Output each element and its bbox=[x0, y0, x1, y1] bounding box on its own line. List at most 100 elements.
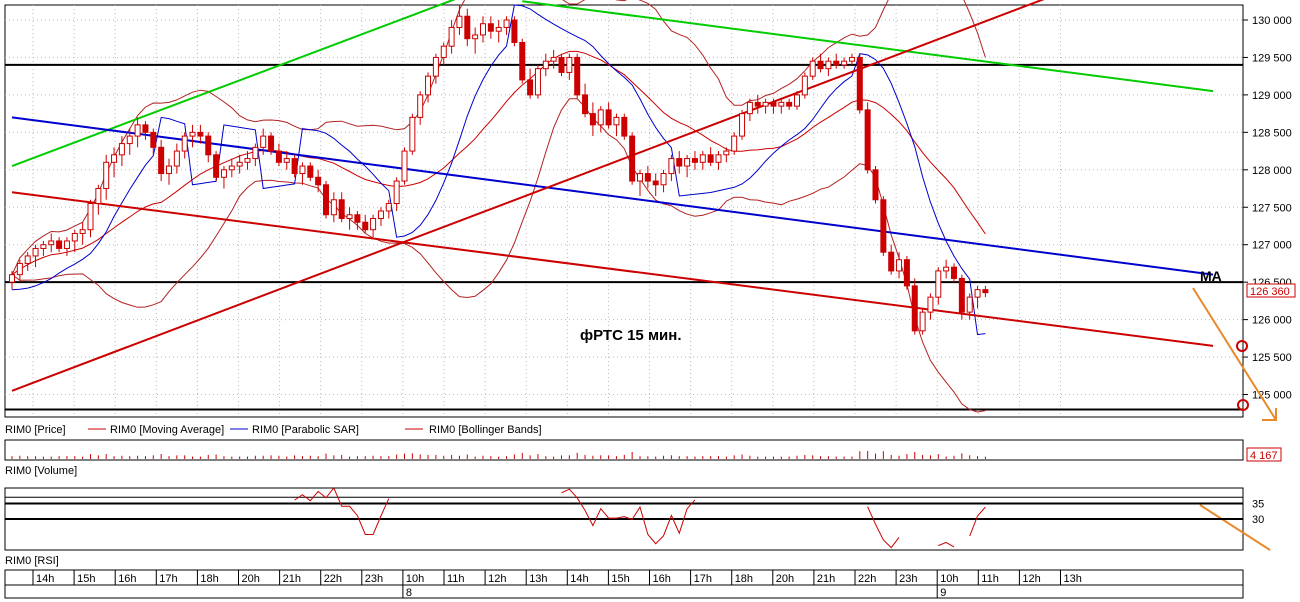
candle-body bbox=[448, 26, 455, 47]
time-tick-label: 22h bbox=[324, 573, 342, 585]
time-tick-label: 15h bbox=[611, 573, 629, 585]
candle-body bbox=[707, 154, 714, 163]
candle-body bbox=[166, 165, 172, 175]
time-tick-label: 16h bbox=[653, 573, 671, 585]
candle-body bbox=[150, 131, 157, 148]
time-tick-label: 18h bbox=[200, 573, 218, 585]
time-axis-frame bbox=[4, 569, 1244, 599]
candle-body bbox=[71, 232, 78, 242]
candle-body bbox=[927, 296, 934, 313]
moving-average-line bbox=[11, 50, 986, 276]
candle-body bbox=[111, 154, 118, 163]
candle-body bbox=[425, 75, 432, 96]
candle-body bbox=[370, 217, 377, 231]
candle-body bbox=[220, 169, 227, 178]
trendline-channel-middle bbox=[11, 116, 1214, 276]
candle-body bbox=[16, 262, 23, 276]
price-tick-label: 127 000 bbox=[1252, 240, 1292, 252]
candle-body bbox=[974, 289, 981, 298]
candle-body bbox=[315, 176, 322, 186]
trendline-support-rising bbox=[11, 0, 1045, 392]
candle-body bbox=[943, 266, 950, 272]
rsi-tick-label: 35 bbox=[1252, 499, 1264, 511]
candle-body bbox=[833, 60, 840, 66]
candle-body bbox=[126, 135, 133, 145]
candle-body bbox=[338, 199, 345, 219]
candle-body bbox=[103, 161, 110, 190]
candle-body bbox=[291, 158, 298, 175]
candle-body bbox=[723, 150, 730, 156]
time-tick-label: 22h bbox=[858, 573, 876, 585]
candle-body bbox=[158, 146, 165, 175]
forecast-arrow-rsi[interactable] bbox=[1199, 504, 1271, 551]
candle-body bbox=[268, 135, 275, 152]
candle-body bbox=[511, 19, 518, 43]
candle-body bbox=[613, 116, 620, 126]
candle-body bbox=[801, 75, 808, 96]
candle-body bbox=[558, 56, 565, 73]
last-price-label: 126 360 bbox=[1250, 286, 1290, 298]
candle-body bbox=[982, 289, 989, 294]
candle-body bbox=[205, 135, 212, 156]
time-tick-label: 17h bbox=[694, 573, 712, 585]
last-price-box bbox=[1246, 283, 1296, 298]
candle-body bbox=[676, 158, 683, 167]
candle-body bbox=[95, 188, 102, 205]
target-circle-1[interactable] bbox=[1236, 340, 1248, 352]
target-circle-2[interactable] bbox=[1237, 399, 1249, 411]
volume-panel-frame bbox=[4, 439, 1244, 461]
time-tick-label: 13h bbox=[529, 573, 547, 585]
candle-body bbox=[809, 60, 816, 77]
candle-body bbox=[503, 19, 510, 28]
time-tick-label: 17h bbox=[159, 573, 177, 585]
day-label: 9 bbox=[940, 587, 946, 599]
candle-body bbox=[582, 94, 589, 115]
trendline-resistance-upper-2 bbox=[522, 0, 1214, 93]
bollinger-upper-line bbox=[11, 0, 986, 275]
candle-body bbox=[919, 311, 926, 332]
candle-body bbox=[440, 45, 447, 58]
price-tick-label: 129 000 bbox=[1252, 90, 1292, 102]
candle-body bbox=[40, 244, 47, 249]
price-panel-frame bbox=[4, 4, 1244, 418]
candle-body bbox=[550, 56, 557, 62]
forecast-arrow-price[interactable] bbox=[1192, 287, 1277, 421]
candle-body bbox=[79, 229, 86, 234]
day-label: 8 bbox=[406, 587, 412, 599]
candle-body bbox=[307, 165, 314, 178]
candle-body bbox=[173, 150, 180, 167]
candle-body bbox=[911, 285, 918, 332]
trendlines[interactable] bbox=[11, 0, 1214, 392]
legend-bb: RIM0 [Bollinger Bands] bbox=[429, 424, 542, 436]
candle-body bbox=[574, 56, 581, 96]
legend-sar: RIM0 [Parabolic SAR] bbox=[252, 424, 359, 436]
candle-body bbox=[966, 296, 973, 313]
price-tick-label: 130 000 bbox=[1252, 15, 1292, 27]
candle-body bbox=[330, 199, 337, 216]
grid bbox=[5, 5, 1243, 417]
candle-body bbox=[637, 173, 643, 182]
candle-body bbox=[472, 34, 479, 40]
candle-body bbox=[377, 210, 384, 219]
candle-body bbox=[283, 158, 290, 163]
candle-body bbox=[480, 23, 486, 36]
candle-body bbox=[362, 221, 369, 231]
ma-annotation: MA bbox=[1200, 268, 1222, 284]
candle-body bbox=[354, 214, 361, 223]
candle-body bbox=[864, 109, 871, 171]
candle-body bbox=[739, 113, 746, 137]
candle-body bbox=[24, 255, 31, 264]
candle-body bbox=[888, 251, 895, 272]
price-tick-label: 125 500 bbox=[1252, 352, 1292, 364]
legend-price: RIM0 [Price] bbox=[5, 424, 66, 436]
candle-body bbox=[691, 158, 698, 163]
time-tick-label: 20h bbox=[242, 573, 260, 585]
candle-body bbox=[275, 150, 282, 163]
candle-body bbox=[495, 26, 502, 32]
trendline-resistance-upper-1 bbox=[11, 0, 456, 167]
time-tick-label: 21h bbox=[817, 573, 835, 585]
candle-body bbox=[597, 109, 604, 126]
time-tick-label: 23h bbox=[365, 573, 383, 585]
